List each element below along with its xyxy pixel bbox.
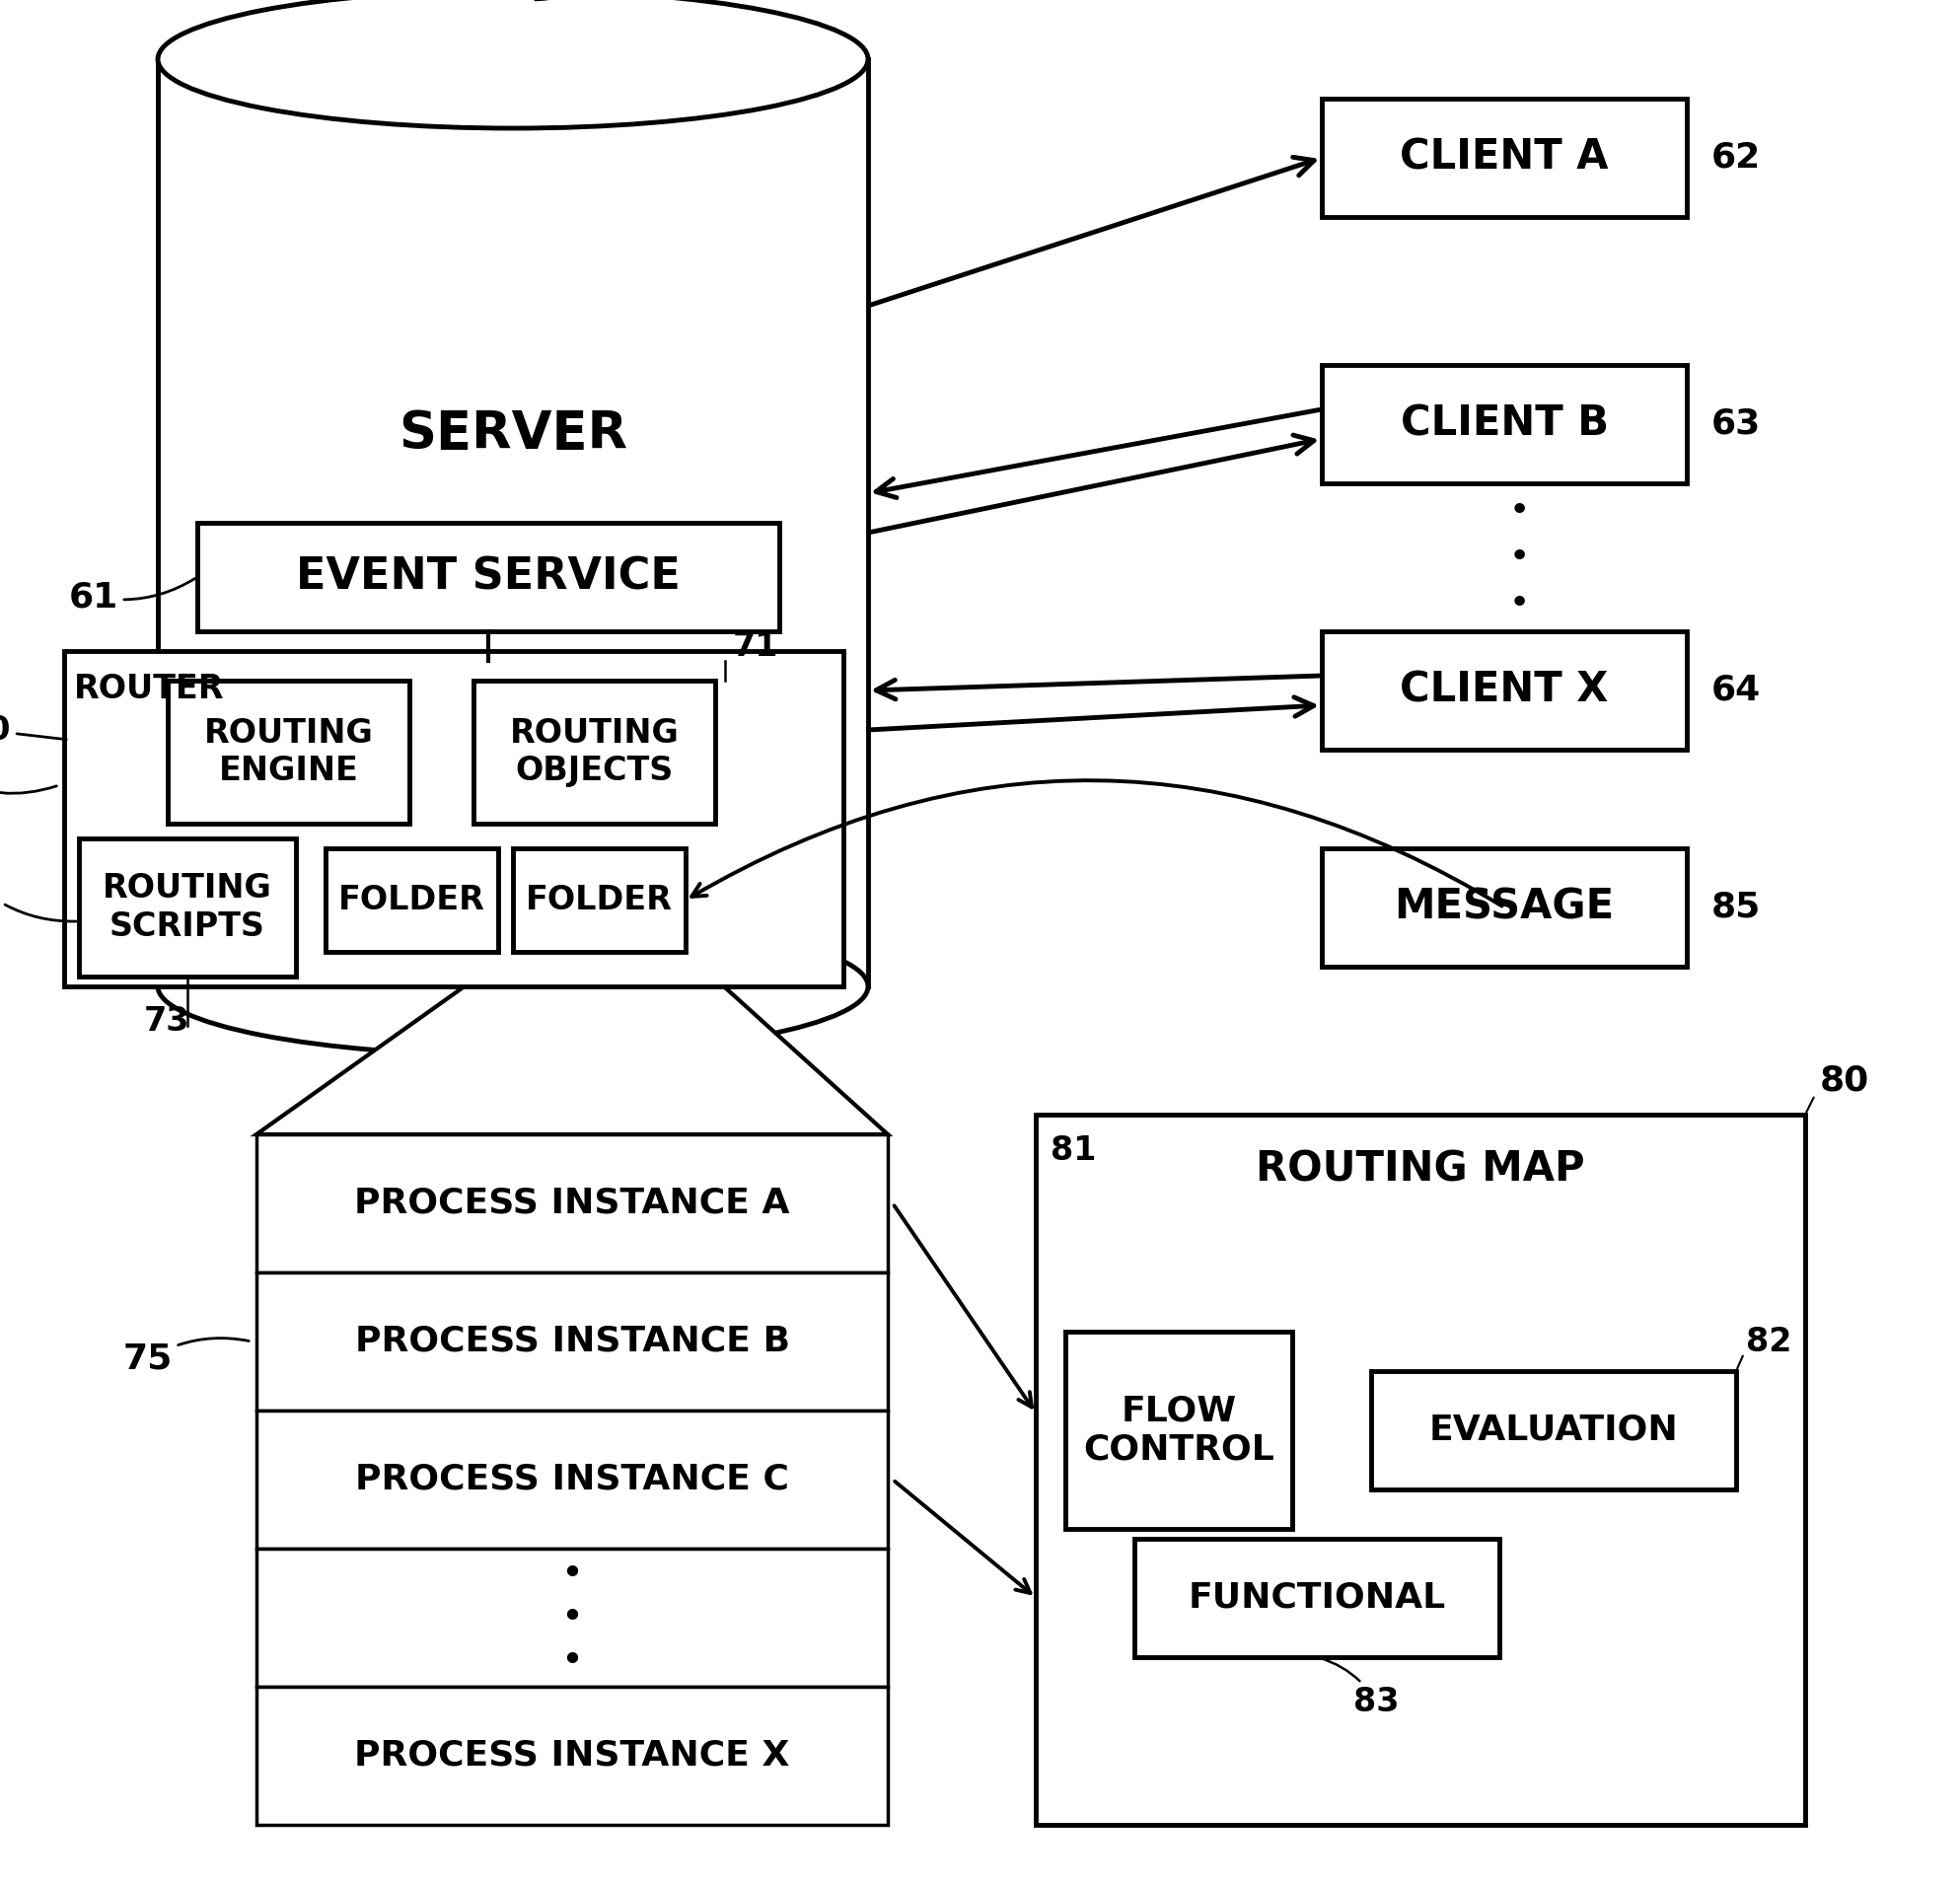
Text: PROCESS INSTANCE B: PROCESS INSTANCE B: [355, 1325, 790, 1359]
Text: 72: 72: [0, 867, 76, 922]
Text: •
•
•: • • •: [1509, 494, 1529, 620]
Text: PROCESS INSTANCE A: PROCESS INSTANCE A: [355, 1188, 790, 1220]
Text: 81: 81: [1051, 1135, 1096, 1167]
Polygon shape: [257, 952, 888, 1135]
Text: FOLDER: FOLDER: [339, 884, 486, 916]
Text: CLIENT A: CLIENT A: [1399, 138, 1609, 179]
Text: PROCESS INSTANCE C: PROCESS INSTANCE C: [355, 1463, 790, 1497]
Text: FOLDER: FOLDER: [525, 884, 672, 916]
Bar: [169, 680, 410, 824]
Bar: [474, 680, 715, 824]
Text: 70: 70: [0, 714, 67, 746]
Bar: [257, 1687, 888, 1825]
Text: 61: 61: [69, 579, 194, 613]
Text: 71: 71: [733, 630, 778, 664]
Bar: [1135, 1538, 1499, 1657]
Text: FLOW
CONTROL: FLOW CONTROL: [1084, 1395, 1274, 1467]
Text: ROUTING
ENGINE: ROUTING ENGINE: [204, 716, 372, 788]
Text: ROUTING
SCRIPTS: ROUTING SCRIPTS: [102, 873, 272, 942]
Text: •
•
•: • • •: [561, 1555, 584, 1680]
Bar: [65, 650, 843, 986]
Bar: [514, 848, 686, 952]
Text: 63: 63: [1711, 407, 1760, 441]
Text: 64: 64: [1711, 673, 1760, 707]
Text: 80: 80: [1821, 1063, 1870, 1097]
Bar: [1066, 1331, 1292, 1529]
Ellipse shape: [159, 0, 868, 128]
Text: ROUTING MAP: ROUTING MAP: [1256, 1148, 1586, 1189]
Text: MESSAGE: MESSAGE: [1394, 886, 1615, 927]
Text: 85: 85: [1711, 892, 1760, 924]
Bar: [1321, 366, 1688, 483]
Text: SERVER: SERVER: [398, 409, 627, 460]
Bar: [198, 522, 780, 631]
Text: 82: 82: [1746, 1325, 1791, 1359]
Text: CLIENT X: CLIENT X: [1399, 669, 1609, 711]
Text: EVALUATION: EVALUATION: [1429, 1414, 1678, 1448]
Text: 128: 128: [0, 739, 57, 794]
Text: ROUTING
OBJECTS: ROUTING OBJECTS: [510, 716, 678, 788]
Text: 83: 83: [1319, 1659, 1399, 1719]
Bar: [1321, 631, 1688, 750]
Bar: [78, 839, 296, 976]
Text: 75: 75: [123, 1338, 249, 1376]
Text: ROUTER: ROUTER: [74, 673, 223, 705]
Ellipse shape: [159, 918, 868, 1056]
Bar: [257, 1410, 888, 1549]
Bar: [325, 848, 498, 952]
Bar: [1321, 98, 1688, 217]
Bar: [159, 58, 868, 986]
Bar: [257, 1135, 888, 1272]
Bar: [1321, 848, 1688, 967]
Text: 62: 62: [1711, 141, 1760, 175]
Text: PROCESS INSTANCE X: PROCESS INSTANCE X: [355, 1740, 790, 1772]
Text: 73: 73: [143, 1005, 190, 1037]
Bar: [257, 1549, 888, 1687]
Text: FUNCTIONAL: FUNCTIONAL: [1188, 1582, 1446, 1615]
Bar: [257, 1272, 888, 1410]
Text: EVENT SERVICE: EVENT SERVICE: [296, 556, 680, 598]
Text: CLIENT B: CLIENT B: [1399, 403, 1609, 445]
Bar: [1372, 1370, 1737, 1489]
Bar: [1035, 1114, 1805, 1825]
